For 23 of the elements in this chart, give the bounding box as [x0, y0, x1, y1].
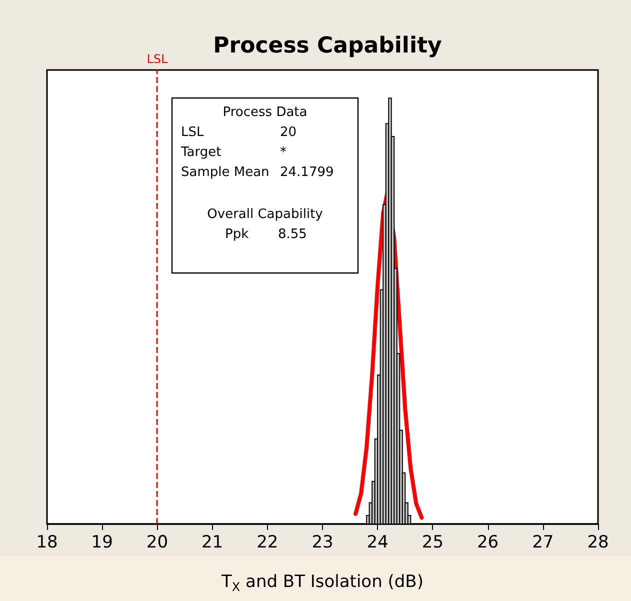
annotation: 24.1799: [280, 165, 334, 180]
annotation: Ppk: [225, 227, 250, 242]
x-tick-label: 22: [256, 532, 278, 552]
chart-title: Process Capability: [213, 34, 442, 58]
x-tick-label: 25: [422, 532, 444, 552]
x-tick-label: 23: [312, 532, 334, 552]
annotation: 20: [280, 125, 297, 140]
x-tick-label: 28: [587, 532, 609, 552]
ref-line-label: LSL: [146, 52, 168, 66]
annotation: Target: [180, 145, 222, 160]
annotation: *: [280, 145, 287, 160]
x-tick-label: 21: [201, 532, 224, 552]
x-tick-label: 19: [91, 532, 113, 552]
annotation: Sample Mean: [181, 165, 270, 180]
annotation: Overall Capability: [207, 207, 324, 222]
annotation: 8.55: [278, 227, 307, 242]
x-tick-label: 20: [146, 532, 168, 552]
x-tick-label: 18: [36, 532, 58, 552]
x-tick-label: 27: [532, 532, 554, 552]
annotation: Process Data: [222, 105, 308, 120]
x-tick-label: 24: [366, 532, 388, 552]
x-tick-label: 26: [476, 532, 499, 552]
annotation: LSL: [181, 125, 204, 140]
